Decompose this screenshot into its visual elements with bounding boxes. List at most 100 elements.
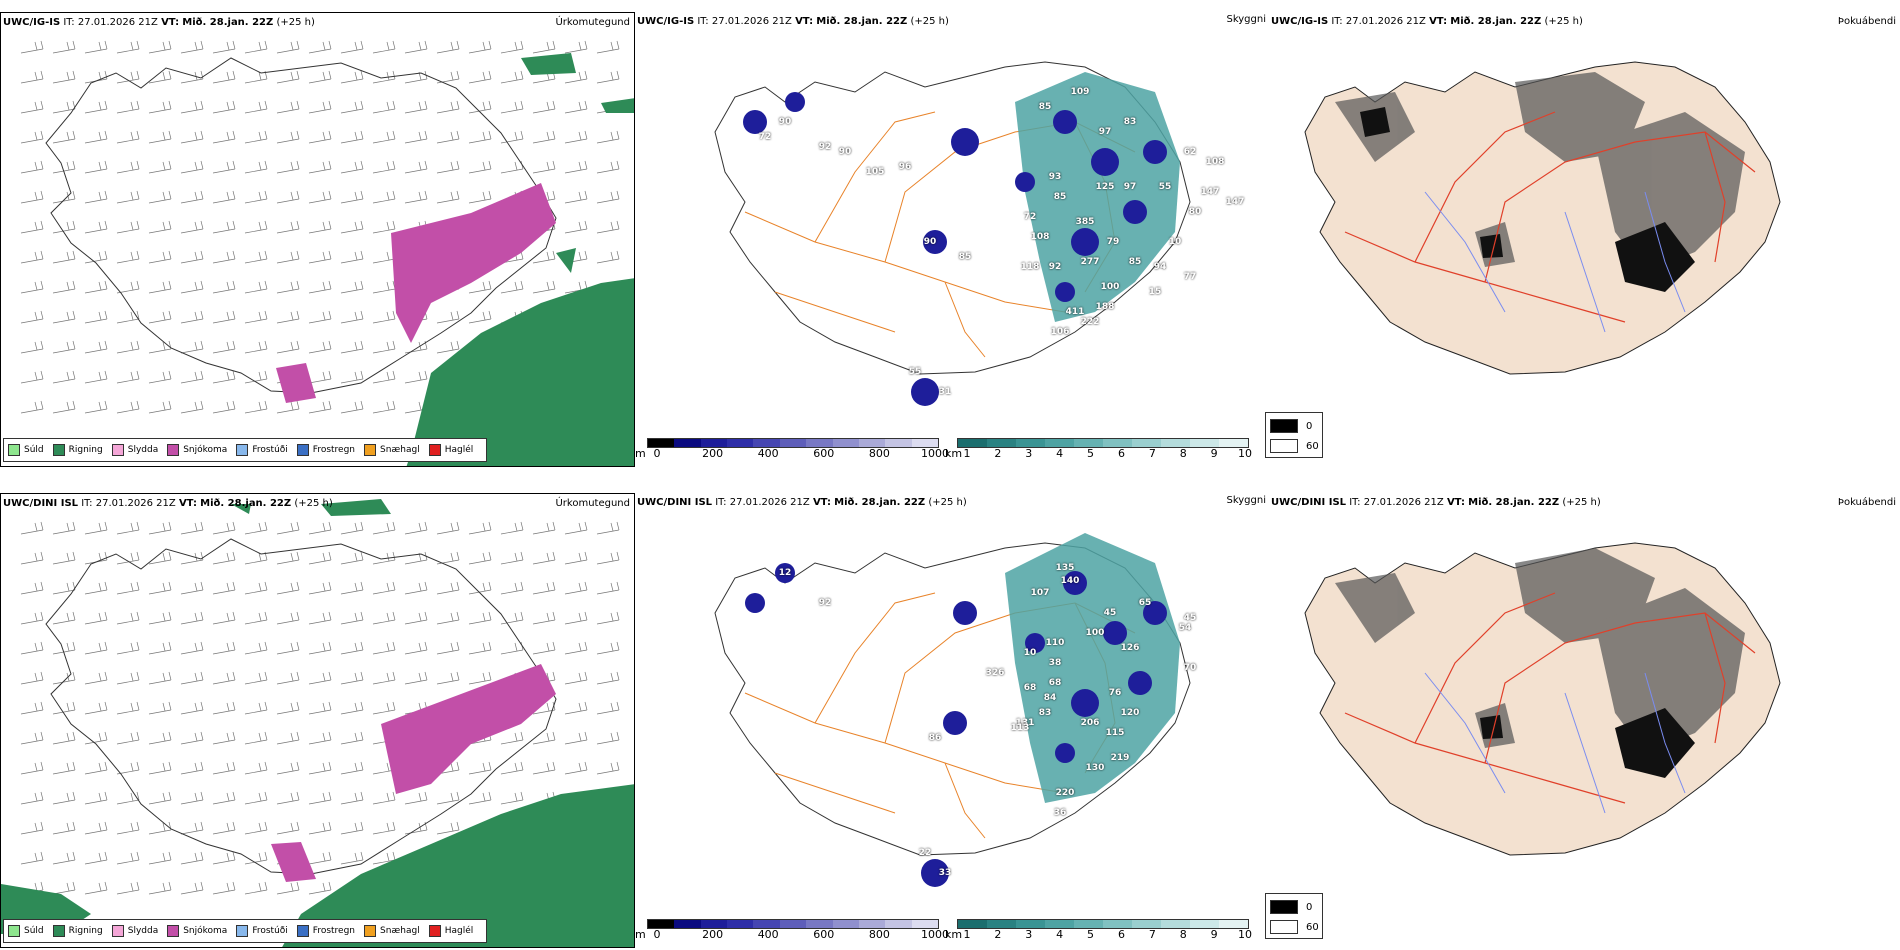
colorbar-tick: 800 [868,447,890,460]
wind-barb [276,821,300,835]
wind-barb [180,791,204,805]
legend-item: Snæhagl [364,925,420,937]
wind-barb [372,250,396,264]
wind-barb [340,400,364,414]
wind-barb [212,551,236,565]
wind-barb [148,100,172,114]
wind-barb [84,40,108,54]
wind-barb [52,130,76,144]
wind-barb [372,581,396,595]
wind-barb [308,220,332,234]
ceiling-value-label: 96 [898,162,912,172]
legend-swatch [52,444,65,456]
wind-barb [116,881,140,895]
legend-label: Haglél [444,926,474,936]
legend-swatch [236,925,249,937]
wind-barb [500,280,524,294]
wind-barb [436,40,460,54]
wind-barb [148,400,172,414]
colorbar-tick: 3 [1025,447,1033,460]
colorbar-segment [1045,920,1074,928]
colorbar-unit: m [635,928,646,941]
ceiling-value-label: 97 [1123,182,1137,192]
wind-barb [52,40,76,54]
wind-barb [20,521,44,535]
colorbar-segment [727,920,754,928]
wind-barb [212,250,236,264]
wind-barb [148,761,172,775]
wind-barb [436,791,460,805]
colorbar-tick: 600 [813,928,835,941]
colorbar-tick: 5 [1087,928,1095,941]
wind-barb [212,40,236,54]
wind-barb [116,701,140,715]
ceiling-value-label: 85 [958,252,972,262]
wind-barb [212,280,236,294]
fog-map-bottom [1304,542,1781,856]
wind-barb [20,220,44,234]
wind-barb [372,370,396,384]
wind-barb [116,340,140,354]
wind-barb [340,100,364,114]
fog-index-area [1335,548,1745,753]
wind-barb [372,641,396,655]
wind-barb [468,581,492,595]
wind-barb [84,370,108,384]
colorbar-segment [987,920,1016,928]
wind-barb [20,671,44,685]
ceiling-value-label: 55 [908,367,922,377]
wind-barb [52,280,76,294]
wind-barb [340,851,364,865]
colorbar-segment [958,920,987,928]
wind-barb [596,40,620,54]
wind-barb [596,220,620,234]
fog-legend-item: 0 [1270,419,1312,433]
wind-barb [500,160,524,174]
wind-barb [532,761,556,775]
colorbar-tick: 3 [1025,928,1033,941]
wind-barb [308,791,332,805]
wind-barb [564,190,588,204]
wind-barb [564,701,588,715]
colorbar-segment [1161,920,1190,928]
wind-barb [52,250,76,264]
legend-item: Frostregn [296,444,355,456]
wind-barb [308,641,332,655]
wind-barb [20,130,44,144]
wind-barb [148,280,172,294]
wind-barb [404,821,428,835]
colorbar-segment [779,920,807,928]
wind-barb [468,40,492,54]
wind-barb [308,400,332,414]
wind-barb [148,641,172,655]
wind-barb [404,641,428,655]
wind-barb [84,250,108,264]
fog-header: UWC/DINI ISL IT: 27.01.2026 21Z VT: Mið.… [1271,497,1601,508]
colorbar-segment [1074,920,1103,928]
legend-label: Frostúði [252,926,288,936]
legend-swatch [8,444,20,456]
wind-barb [308,671,332,685]
ceiling-value-label: 147 [1200,187,1220,197]
colorbar-tick: 10 [1238,447,1252,460]
wind-barb [180,761,204,775]
colorbar-unit: m [635,447,646,460]
wind-barb [308,821,332,835]
wind-barb [596,701,620,715]
wind-barb [212,310,236,324]
wind-barb [212,611,236,625]
iceland-coastline [714,61,1191,375]
colorbar-segment [1132,439,1161,447]
fog-legend-item: 60 [1270,920,1319,934]
legend-item: Frostúði [236,925,288,937]
ceiling-value-label: 106 [1050,327,1070,337]
wind-barb [404,100,428,114]
wind-barb [180,821,204,835]
wind-barb [372,190,396,204]
wind-barb [372,851,396,865]
wind-barb [468,611,492,625]
wind-barb [404,130,428,144]
wind-barb [500,731,524,745]
legend-item: Haglél [428,444,473,456]
wind-barb [596,551,620,565]
